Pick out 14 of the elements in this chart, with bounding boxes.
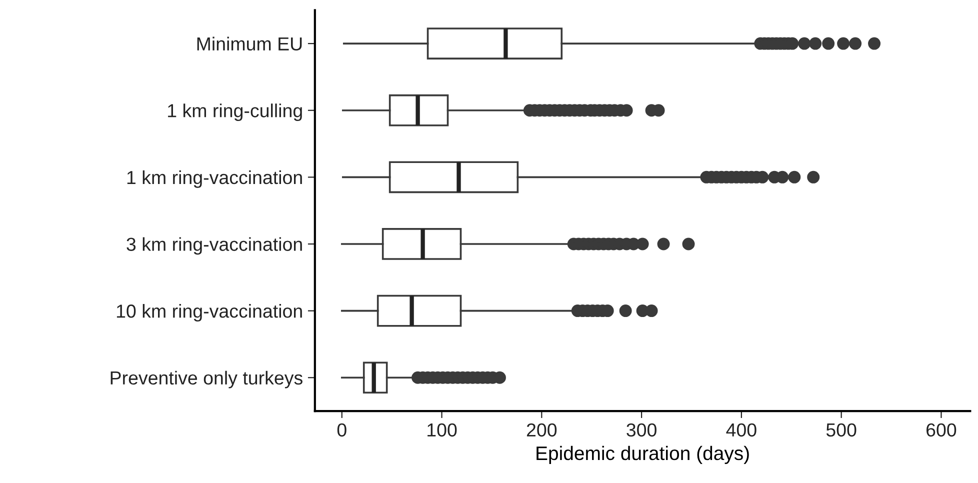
x-tick-label: 500 <box>826 423 856 437</box>
x-tick-label: 200 <box>526 423 557 437</box>
x-tick-label: 400 <box>726 423 756 437</box>
x-tick-label: 100 <box>428 423 457 437</box>
x-tick-label: 300 <box>626 423 656 437</box>
x-axis-title: Epidemic duration (days) <box>536 446 749 464</box>
y-tick-label: Preventive only turkeys <box>110 370 302 388</box>
y-tick-label: Minimum EU <box>197 36 302 51</box>
y-tick-label: 1 km ring-vaccination <box>127 170 302 188</box>
y-tick-label: 3 km ring-vaccination <box>126 237 302 255</box>
y-tick-label: 1 km ring-culling <box>168 104 302 122</box>
x-tick-label: 600 <box>926 423 956 437</box>
x-tick-label: 0 <box>337 423 346 437</box>
y-tick-label: 10 km ring-vaccination <box>116 304 302 322</box>
